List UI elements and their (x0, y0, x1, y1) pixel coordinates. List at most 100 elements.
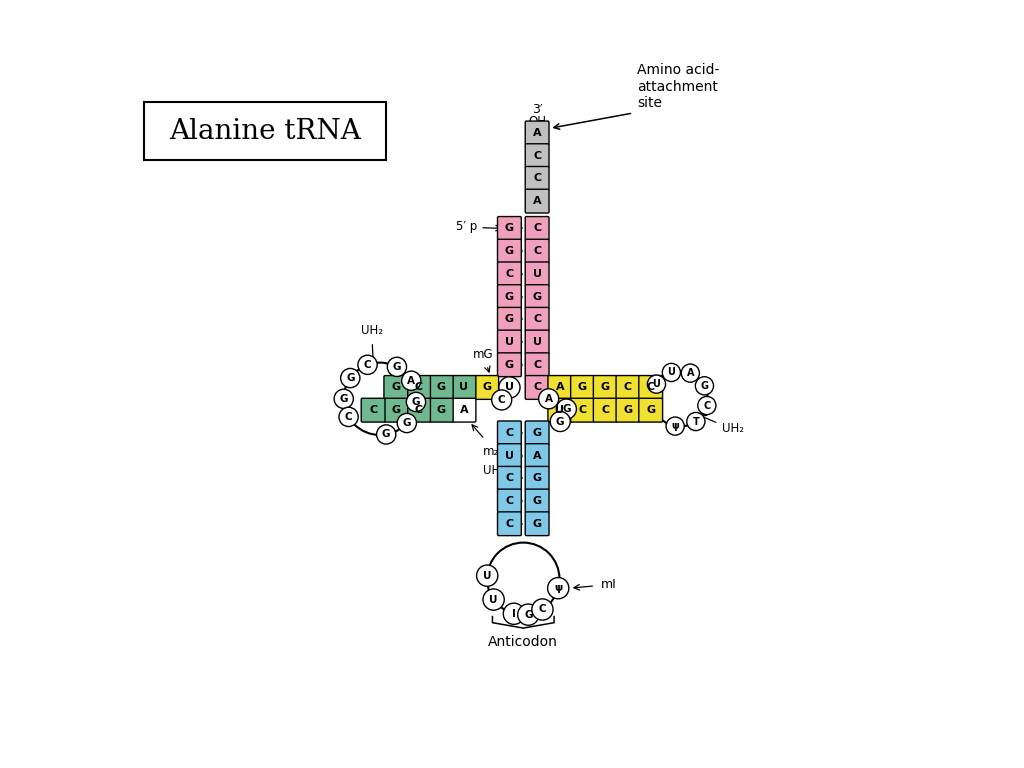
Text: G: G (532, 428, 542, 438)
FancyBboxPatch shape (361, 399, 385, 422)
Text: G: G (436, 406, 445, 415)
FancyBboxPatch shape (525, 189, 549, 213)
FancyBboxPatch shape (498, 511, 521, 535)
FancyBboxPatch shape (525, 144, 549, 167)
FancyBboxPatch shape (525, 167, 549, 190)
Text: Anticodon: Anticodon (488, 635, 558, 649)
Text: G: G (402, 418, 411, 428)
Circle shape (397, 413, 417, 432)
FancyBboxPatch shape (525, 376, 549, 399)
FancyBboxPatch shape (475, 376, 499, 399)
Text: G: G (340, 394, 348, 404)
Text: UH₂: UH₂ (722, 422, 744, 435)
Circle shape (334, 389, 353, 409)
Text: UH₂: UH₂ (361, 324, 383, 337)
Text: 5′ p: 5′ p (456, 220, 477, 233)
Text: G: G (391, 406, 400, 415)
Circle shape (401, 371, 421, 390)
FancyBboxPatch shape (498, 285, 521, 309)
FancyBboxPatch shape (525, 489, 549, 513)
Text: U: U (532, 269, 542, 279)
FancyBboxPatch shape (498, 421, 521, 445)
Text: A: A (545, 394, 553, 404)
Text: G: G (532, 518, 542, 528)
Text: G: G (505, 359, 514, 369)
FancyBboxPatch shape (384, 376, 408, 399)
Circle shape (407, 392, 426, 412)
Circle shape (663, 363, 681, 382)
Text: C: C (646, 382, 654, 392)
Text: G: G (532, 292, 542, 302)
Text: U: U (505, 337, 514, 347)
Text: A: A (532, 451, 542, 461)
Text: U: U (483, 571, 492, 581)
Text: C: C (498, 395, 506, 405)
FancyBboxPatch shape (452, 376, 476, 399)
Text: C: C (534, 359, 541, 369)
Circle shape (666, 417, 684, 435)
Circle shape (499, 377, 520, 398)
Text: mG: mG (472, 348, 494, 361)
Text: G: G (524, 610, 532, 620)
Text: G: G (482, 382, 492, 392)
Text: G: G (556, 416, 564, 426)
Circle shape (492, 390, 512, 410)
Text: C: C (369, 406, 377, 415)
Circle shape (341, 369, 359, 388)
Text: C: C (505, 269, 513, 279)
FancyBboxPatch shape (498, 466, 521, 490)
FancyBboxPatch shape (548, 376, 571, 399)
Text: I: I (512, 609, 516, 619)
Circle shape (652, 371, 708, 426)
Circle shape (550, 412, 570, 432)
Text: A: A (408, 376, 416, 386)
FancyBboxPatch shape (616, 399, 640, 422)
Circle shape (556, 399, 577, 419)
Circle shape (503, 603, 524, 624)
Text: Amino acid-
attachment
site: Amino acid- attachment site (637, 64, 720, 110)
Text: A: A (532, 128, 542, 138)
FancyBboxPatch shape (570, 399, 595, 422)
Text: U: U (460, 382, 468, 392)
Text: ψ: ψ (671, 421, 679, 431)
Text: G: G (532, 496, 542, 506)
Circle shape (681, 364, 699, 382)
FancyBboxPatch shape (452, 399, 476, 422)
Text: UH₂: UH₂ (483, 464, 505, 477)
FancyBboxPatch shape (407, 376, 430, 399)
FancyBboxPatch shape (498, 240, 521, 263)
Text: U: U (652, 379, 660, 389)
Text: mI: mI (600, 578, 616, 591)
Text: G: G (562, 404, 570, 414)
FancyBboxPatch shape (143, 102, 386, 160)
Text: Alanine tRNA: Alanine tRNA (169, 118, 360, 144)
FancyBboxPatch shape (525, 217, 549, 240)
FancyBboxPatch shape (498, 444, 521, 468)
Text: G: G (700, 381, 709, 391)
FancyBboxPatch shape (639, 399, 663, 422)
Circle shape (508, 556, 539, 587)
Circle shape (647, 375, 666, 393)
Text: G: G (382, 429, 390, 439)
FancyBboxPatch shape (498, 353, 521, 376)
Text: C: C (505, 428, 513, 438)
Circle shape (695, 377, 714, 395)
Text: G: G (505, 314, 514, 324)
FancyBboxPatch shape (548, 399, 571, 422)
Text: C: C (505, 496, 513, 506)
FancyBboxPatch shape (525, 466, 549, 490)
Circle shape (339, 407, 358, 426)
FancyBboxPatch shape (616, 376, 640, 399)
Text: T: T (692, 416, 699, 426)
FancyBboxPatch shape (525, 262, 549, 286)
Text: A: A (556, 382, 564, 392)
Text: G: G (578, 382, 587, 392)
Text: 3′: 3′ (531, 103, 543, 116)
Circle shape (344, 362, 416, 435)
Text: C: C (534, 382, 541, 392)
Circle shape (476, 565, 498, 586)
Text: C: C (534, 223, 541, 233)
Text: C: C (415, 382, 423, 392)
Text: G: G (601, 382, 610, 392)
Text: U: U (505, 451, 514, 461)
